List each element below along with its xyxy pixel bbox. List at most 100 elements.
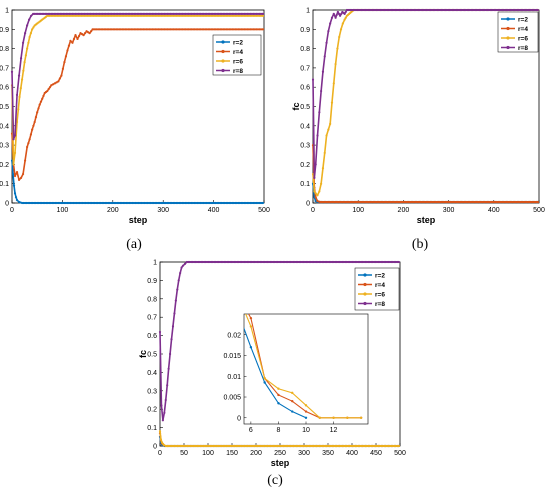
series-marker-r6 [161,14,165,17]
series-marker-r2 [173,201,176,205]
series-marker-r2 [66,201,69,205]
series-marker-r2 [76,201,80,205]
series-marker-r4 [234,28,237,31]
series-marker-r4 [259,28,263,31]
series-marker-r4 [219,28,222,31]
chart-panel-0: 0 100 200 300 400 500 0 0.1 0.2 0.3 0.4 0.5 0.6 0.7 0.… [0,8,270,226]
series-marker-r6 [225,14,228,17]
series-marker-r8 [330,16,334,19]
series-marker-r4 [250,28,254,31]
series-marker-r2 [34,201,37,205]
series-marker-r4 [240,28,243,31]
series-marker-r6 [217,14,220,17]
series-marker-r2 [87,201,90,205]
series-marker-r6 [84,14,88,17]
series-marker-r2 [49,201,52,205]
x-tick-label: 400 [346,450,358,457]
series-marker-r8 [169,12,172,15]
series-marker-r4 [222,28,225,31]
series-marker-r4 [51,83,55,86]
series-marker-r4 [109,28,112,31]
series-marker-r6 [151,14,154,17]
series-marker-r2 [13,192,17,195]
series-marker-r8 [167,12,171,15]
series-marker-r6 [226,14,229,17]
x-tick-label: 400 [208,207,220,214]
series-marker-r8 [179,271,182,275]
series-marker-r8 [101,12,104,15]
series-marker-r4 [136,28,139,31]
series-marker-r4 [149,28,153,31]
series-marker-r6 [134,14,137,17]
series-marker-r6 [48,14,51,17]
series-marker-r2 [54,201,57,205]
y-tick-label: 0.4 [147,370,157,377]
series-marker-r4 [36,111,39,114]
legend-label: r=2 [375,272,385,279]
series-marker-r4 [33,120,36,124]
inset-marker-r4 [304,410,308,413]
series-marker-r8 [250,12,254,15]
y-tick-label: 0 [306,201,310,208]
series-marker-r2 [241,201,244,205]
series-marker-r8 [152,12,155,15]
series-marker-r2 [92,201,95,205]
series-marker-r4 [69,39,72,42]
series-marker-r6 [103,14,106,17]
inset-line-r2 [244,326,307,419]
y-tick-label: 0.9 [147,278,157,285]
legend-label: r=8 [375,301,385,308]
series-marker-r4 [169,28,172,31]
series-marker-r4 [134,28,137,31]
series-marker-r2 [228,201,231,205]
series-marker-r6 [19,87,22,90]
series-marker-r8 [220,12,223,15]
series-marker-r6 [23,61,26,64]
legend-label: r=6 [233,58,243,65]
series-marker-r8 [81,12,85,15]
series-marker-r4 [113,28,116,31]
series-marker-r8 [241,12,244,15]
inset-marker-r4 [249,316,253,320]
y-axis-label: fc [138,350,148,358]
series-marker-r4 [187,28,190,31]
legend: r=2 r=4 r=6 r=8 [497,11,539,53]
series-marker-r8 [137,12,140,15]
series-marker-r8 [122,12,125,15]
series-marker-r6 [31,28,34,31]
legend-marker [506,26,510,31]
series-marker-r2 [73,201,77,205]
series-marker-r6 [136,14,139,17]
series-marker-r8 [536,8,539,12]
x-tick-label: 100 [352,207,364,214]
series-marker-r8 [179,12,183,15]
y-tick-label: 0.6 [0,85,9,92]
series-marker-r6 [235,14,238,17]
series-marker-r4 [107,28,110,31]
inset-x-tick-label: 10 [302,427,310,434]
series-marker-r4 [207,28,210,31]
series-marker-r4 [37,107,40,110]
series-marker-r6 [89,14,92,17]
series-marker-r6 [18,95,21,98]
series-marker-r8 [48,12,51,15]
series-marker-r6 [118,14,121,17]
series-marker-r2 [30,201,33,205]
series-marker-r8 [247,12,251,15]
series-marker-r2 [128,201,131,205]
series-marker-r8 [30,14,33,17]
series-marker-r8 [166,384,169,387]
inset-x-tick-label: 8 [276,427,280,434]
series-marker-r8 [56,12,59,15]
series-marker-r2 [244,201,247,205]
series-marker-r6 [77,14,80,17]
series-marker-r4 [181,28,184,31]
series-marker-r8 [102,12,106,15]
series-marker-r6 [214,14,217,17]
series-marker-r2 [137,201,140,205]
series-marker-r4 [82,33,85,37]
series-marker-r4 [15,171,19,174]
series-marker-r6 [208,14,211,17]
series-marker-r4 [152,28,156,31]
series-marker-r4 [104,28,107,31]
